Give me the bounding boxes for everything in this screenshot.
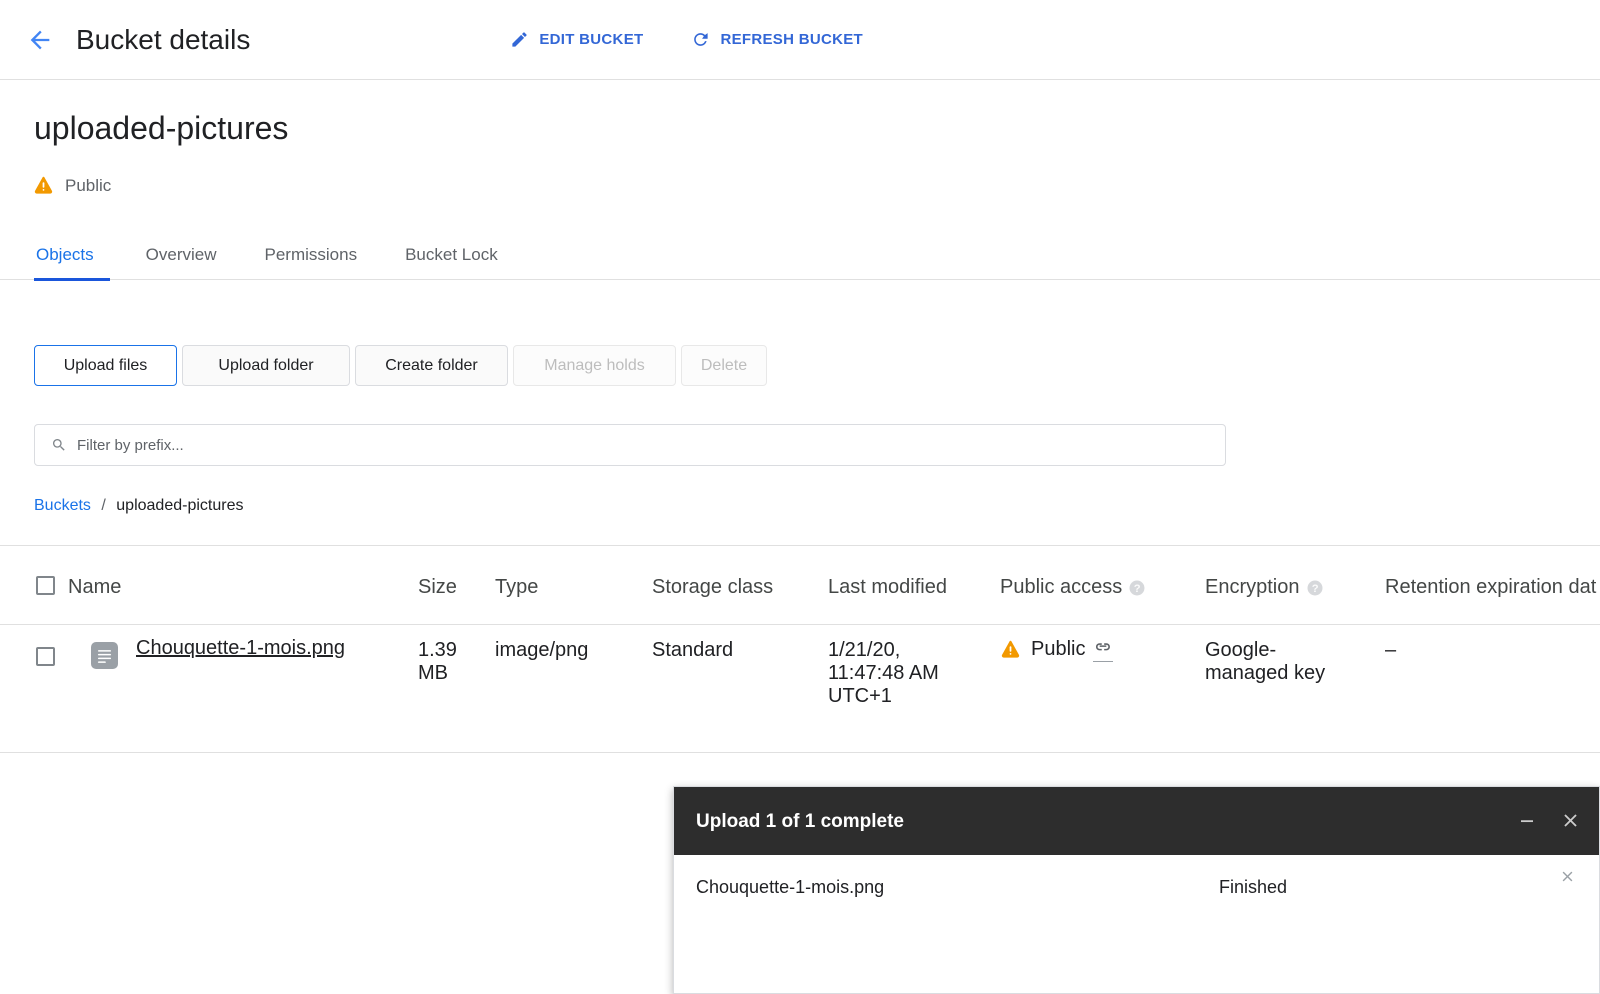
svg-text:?: ? [1134,582,1141,594]
svg-text:?: ? [1311,582,1318,594]
